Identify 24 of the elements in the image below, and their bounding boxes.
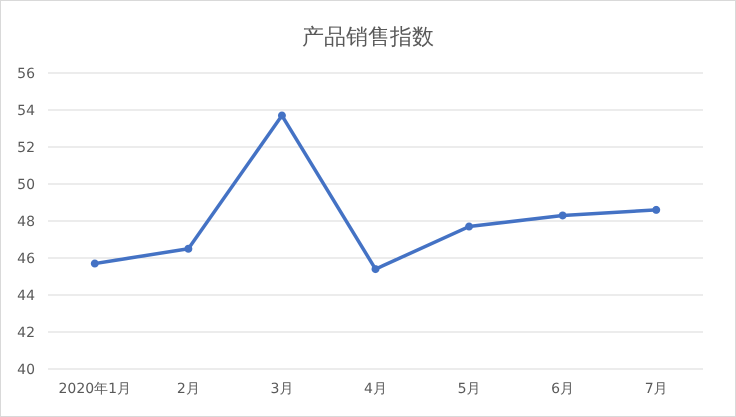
x-tick-label: 4月	[364, 381, 387, 397]
point	[90, 260, 99, 268]
y-tick-label: 44	[17, 288, 36, 304]
y-tick-label: 56	[17, 66, 36, 82]
x-tick-label: 5月	[458, 381, 481, 397]
y-tick-label: 52	[17, 140, 35, 156]
y-tick-label: 48	[17, 214, 35, 230]
y-tick-label: 50	[17, 177, 35, 193]
x-tick-label: 2月	[176, 381, 200, 397]
point	[652, 206, 660, 214]
x-tick-label: 3月	[270, 381, 294, 397]
y-tick-label: 46	[17, 251, 36, 267]
point	[184, 244, 192, 253]
y-tick-label: 54	[17, 103, 36, 119]
point	[278, 112, 286, 120]
x-tick-label: 7月	[644, 381, 668, 397]
point	[558, 211, 567, 220]
y-tick-label: 40	[17, 362, 35, 378]
x-tick-label: 6月	[551, 381, 574, 397]
point	[372, 265, 380, 274]
point	[465, 222, 474, 231]
chart-title: 产品销售指数	[302, 25, 434, 50]
x-tick-label: 2020年1月	[58, 381, 132, 397]
y-tick-label: 42	[17, 325, 35, 341]
